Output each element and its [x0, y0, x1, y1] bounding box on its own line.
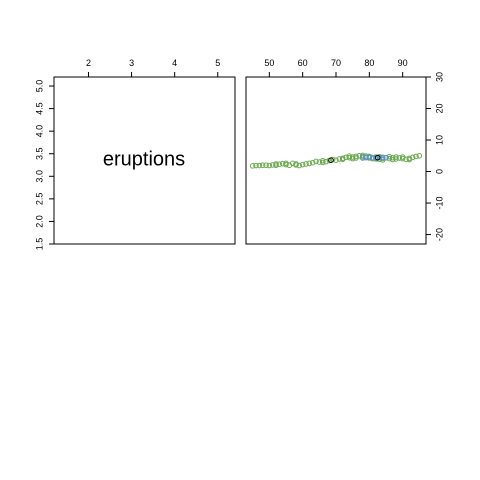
left-tick-label: 3.0	[34, 170, 44, 183]
left-tick-label: 4.5	[34, 102, 44, 115]
left-tick-label: 4.0	[34, 125, 44, 138]
scatter-point	[336, 156, 343, 162]
right-tick-label: 0	[434, 169, 444, 174]
scatter-point	[303, 161, 309, 167]
scatter-point	[406, 156, 413, 163]
scatter-point	[353, 155, 359, 161]
scatter-point	[386, 153, 393, 160]
right-tick-label: -10	[434, 197, 444, 210]
right-tick-label: 10	[434, 135, 444, 145]
right-tick-label: 30	[434, 72, 444, 82]
scatter-point	[339, 156, 346, 163]
center-point	[328, 157, 334, 163]
scatter-top-axis: 50 60 70 80 90	[264, 58, 408, 78]
scatter-point	[253, 162, 259, 169]
top-tick-label: 3	[129, 58, 134, 68]
top-tick-label: 90	[398, 58, 408, 68]
scatter-point	[386, 155, 393, 162]
scatter-point	[309, 159, 316, 166]
left-tick-label: 2.0	[34, 215, 44, 228]
top-tick-label: 80	[364, 58, 374, 68]
scatter-point	[263, 162, 269, 169]
dense-point	[366, 154, 373, 161]
dense-point	[359, 155, 366, 161]
scatter-points	[249, 152, 423, 169]
scatter-point	[396, 155, 403, 161]
dense-point	[363, 154, 369, 161]
scatter-point	[389, 154, 396, 161]
scatter-point	[259, 162, 266, 169]
scatter-point	[293, 161, 299, 167]
scatter-point	[276, 161, 283, 168]
scatter-point	[273, 161, 279, 167]
eruptions-left-axis: 1.5 2.0 2.5 3.0 3.5 4.0 4.5 5.0	[34, 80, 55, 251]
eruptions-label: eruptions	[103, 148, 185, 170]
scatter-point	[279, 160, 286, 167]
waiting-scatter-panel: 50 60 70 80 90 -20 -10 0 10 20 30	[245, 58, 444, 245]
scatter-point	[269, 162, 276, 168]
scatter-point	[299, 161, 306, 168]
top-tick-label: 70	[331, 58, 341, 68]
top-tick-label: 50	[264, 58, 274, 68]
scatter-point	[316, 159, 323, 165]
scatter-point	[249, 163, 256, 169]
eruptions-panel: 2 3 4 5 1.5 2.0 2.5 3.0 3.5 4.0 4.5 5.0 eruptions	[34, 58, 236, 251]
scatter-point	[283, 160, 289, 167]
scatter-point	[399, 154, 406, 160]
top-tick-label: 4	[172, 58, 177, 68]
top-tick-label: 5	[215, 58, 220, 68]
eruptions-top-axis: 2 3 4 5	[86, 58, 220, 78]
left-tick-label: 3.5	[34, 147, 44, 160]
scatter-right-axis: -20 -10 0 10 20 30	[425, 72, 444, 241]
scatter-point	[256, 162, 263, 169]
center-point	[374, 154, 381, 161]
dense-point	[376, 154, 383, 161]
left-tick-label: 5.0	[34, 80, 44, 93]
scatter-point	[319, 158, 326, 164]
scatter-point	[416, 152, 423, 159]
scatter-point	[393, 156, 399, 162]
top-tick-label: 2	[86, 58, 91, 68]
top-tick-label: 60	[298, 58, 308, 68]
right-tick-label: -20	[434, 228, 444, 241]
left-tick-label: 1.5	[34, 238, 44, 251]
scatter-point	[289, 160, 296, 167]
left-tick-label: 2.5	[34, 193, 44, 206]
scatter-point	[393, 154, 399, 160]
scatter-point	[266, 162, 273, 169]
scatter-point	[323, 158, 329, 165]
scatter-point	[296, 162, 303, 169]
scatter-point	[313, 158, 319, 165]
scatter-point	[349, 155, 356, 162]
right-tick-label: 20	[434, 104, 444, 114]
scatter-point	[413, 153, 419, 160]
scatter-point	[306, 160, 313, 167]
dense-point	[383, 154, 389, 161]
